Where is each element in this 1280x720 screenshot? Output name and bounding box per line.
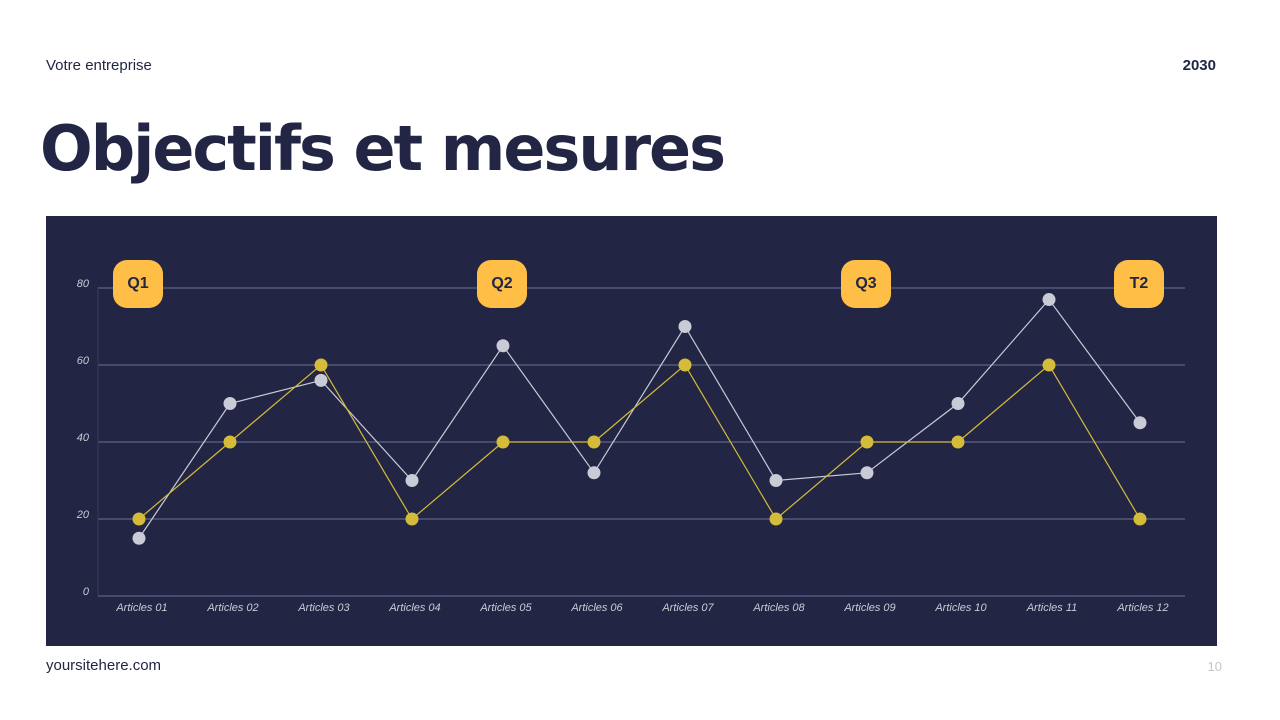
series-a-line [138,364,1141,520]
chart-panel: 0 20 40 60 80 Articles 01 Articles 02 Articles … [46,216,1217,646]
x-tick-label: Articles 10 [934,602,987,614]
series-b-line [138,298,1141,539]
x-tick-label: Articles 03 [297,602,350,614]
series-b-point [769,474,783,487]
x-tick-label: Articles 04 [388,602,440,614]
x-tick-label: Articles 08 [752,602,805,614]
series-b-point [1133,416,1147,430]
series-a-point [1042,358,1056,372]
x-tick-label: Articles 05 [479,602,532,614]
series-a-point [769,512,783,526]
x-tick-label: Articles 06 [570,602,623,614]
y-tick-label: 60 [77,355,90,367]
quarter-badge: Q1 [113,260,163,308]
series-a-point [1133,512,1147,526]
x-tick-label: Articles 07 [661,602,714,614]
y-tick-label: 20 [76,509,90,521]
series-b-point [1042,293,1056,307]
series-b-point [860,466,874,480]
series-b-point [496,339,510,353]
series-a-point [951,435,965,449]
x-tick-label: Articles 02 [206,602,258,614]
series-b-point [223,397,237,410]
y-tick-label: 40 [77,432,90,444]
x-tick-label: Articles 01 [115,602,167,614]
page-number: 10 [1207,659,1222,674]
x-tick-label: Articles 09 [843,602,895,614]
series-a-point [678,358,692,372]
line-chart: 0 20 40 60 80 Articles 01 Articles 02 Articles … [76,278,1185,614]
series-b-point [587,466,601,480]
series-b-point [132,531,146,545]
series-b-point [405,474,419,487]
series-a-point [132,512,146,526]
company-name: Votre entreprise [46,57,152,74]
series-b-point [678,320,692,333]
series-a-point [223,435,237,449]
quarter-badge: Q2 [477,260,527,308]
series-a-point [587,435,601,449]
y-tick-label: 80 [77,278,90,290]
series-a-point [496,435,510,449]
y-tick-label: 0 [83,586,90,598]
series-a-point [314,358,328,372]
footer-url[interactable]: yoursitehere.com [46,657,162,674]
x-tick-label: Articles 12 [1116,602,1168,614]
series-b-point [951,397,965,410]
series-b-point [314,373,328,387]
year-label: 2030 [1182,57,1216,74]
series-a-point [405,512,419,526]
page-title: Objectifs et mesures [40,112,726,185]
quarter-badge: T2 [1114,260,1164,308]
x-tick-label: Articles 11 [1026,602,1078,614]
series-a-point [860,435,874,449]
quarter-badge: Q3 [841,260,891,308]
